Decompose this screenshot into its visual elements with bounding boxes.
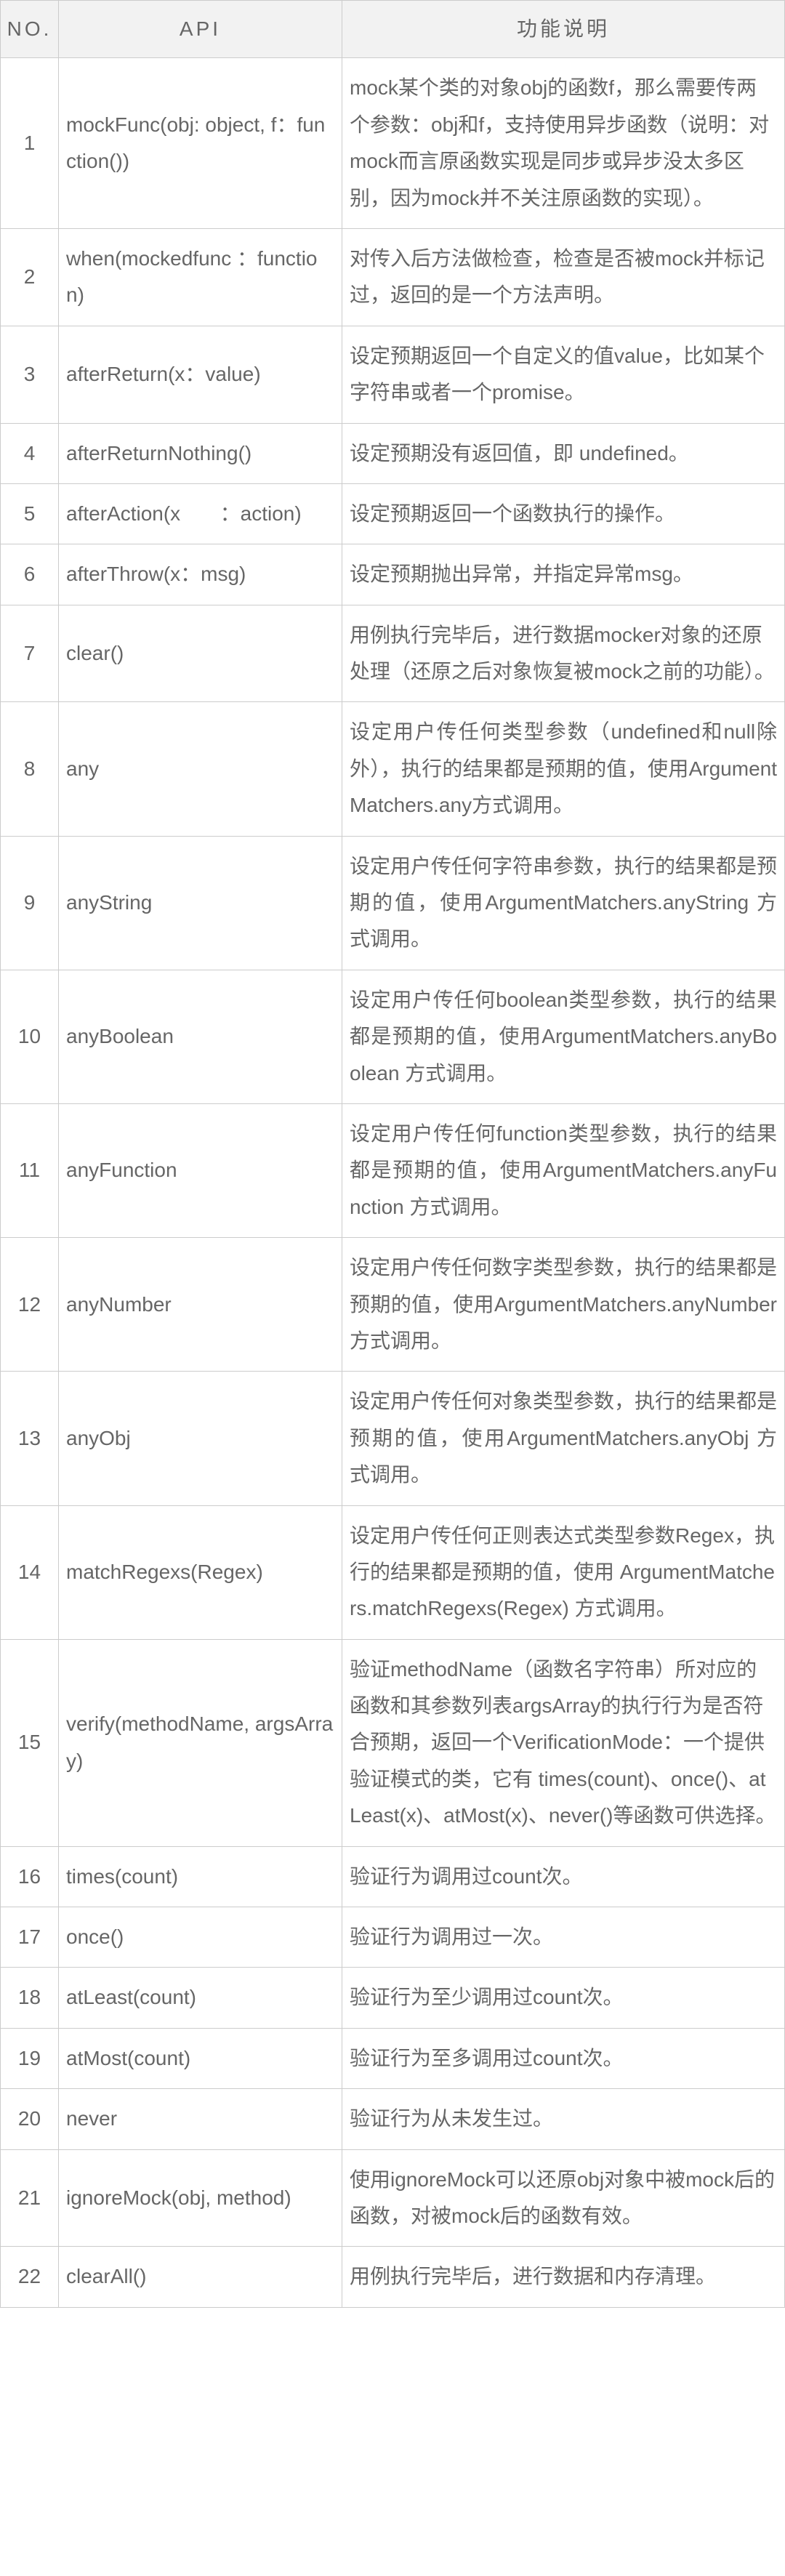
- cell-desc: 验证行为调用过一次。: [342, 1907, 785, 1968]
- cell-no: 18: [1, 1968, 59, 2028]
- cell-api: once(): [59, 1907, 342, 1968]
- table-row: 4afterReturnNothing()设定预期没有返回值，即 undefin…: [1, 423, 785, 483]
- cell-no: 3: [1, 326, 59, 423]
- api-table: NO. API 功能说明 1mockFunc(obj: object, f：fu…: [0, 0, 785, 2308]
- cell-no: 11: [1, 1103, 59, 1237]
- cell-api: afterReturnNothing(): [59, 423, 342, 483]
- table-row: 3afterReturn(x：value)设定预期返回一个自定义的值value，…: [1, 326, 785, 423]
- table-row: 20never验证行为从未发生过。: [1, 2089, 785, 2149]
- col-header-desc: 功能说明: [342, 1, 785, 58]
- cell-desc: 设定预期返回一个自定义的值value，比如某个字符串或者一个promise。: [342, 326, 785, 423]
- cell-no: 8: [1, 702, 59, 836]
- cell-api: times(count): [59, 1846, 342, 1907]
- cell-api: anyBoolean: [59, 970, 342, 1103]
- cell-desc: 用例执行完毕后，进行数据和内存清理。: [342, 2247, 785, 2307]
- cell-api: anyString: [59, 836, 342, 970]
- table-row: 21ignoreMock(obj, method)使用ignoreMock可以还…: [1, 2149, 785, 2247]
- cell-desc: 设定预期没有返回值，即 undefined。: [342, 423, 785, 483]
- table-row: 12anyNumber设定用户传任何数字类型参数，执行的结果都是预期的值，使用A…: [1, 1238, 785, 1372]
- cell-api: when(mockedfunc ：function): [59, 228, 342, 326]
- cell-desc: 验证行为从未发生过。: [342, 2089, 785, 2149]
- cell-no: 1: [1, 58, 59, 229]
- cell-desc: 设定用户传任何正则表达式类型参数Regex，执行的结果都是预期的值，使用 Arg…: [342, 1505, 785, 1639]
- table-row: 15verify(methodName, argsArray)验证methodN…: [1, 1639, 785, 1846]
- cell-api: afterReturn(x：value): [59, 326, 342, 423]
- table-row: 1mockFunc(obj: object, f：function())mock…: [1, 58, 785, 229]
- cell-desc: 设定用户传任何字符串参数，执行的结果都是预期的值，使用ArgumentMatch…: [342, 836, 785, 970]
- table-row: 6afterThrow(x：msg)设定预期抛出异常，并指定异常msg。: [1, 544, 785, 605]
- cell-no: 7: [1, 605, 59, 702]
- cell-desc: 验证行为至多调用过count次。: [342, 2028, 785, 2088]
- cell-desc: 验证methodName（函数名字符串）所对应的函数和其参数列表argsArra…: [342, 1639, 785, 1846]
- cell-api: anyObj: [59, 1372, 342, 1505]
- cell-no: 10: [1, 970, 59, 1103]
- cell-no: 17: [1, 1907, 59, 1968]
- cell-no: 14: [1, 1505, 59, 1639]
- cell-api: clearAll(): [59, 2247, 342, 2307]
- table-row: 2when(mockedfunc ：function)对传入后方法做检查，检查是…: [1, 228, 785, 326]
- cell-no: 19: [1, 2028, 59, 2088]
- cell-no: 21: [1, 2149, 59, 2247]
- table-row: 14matchRegexs(Regex)设定用户传任何正则表达式类型参数Rege…: [1, 1505, 785, 1639]
- cell-desc: 设定用户传任何function类型参数，执行的结果都是预期的值，使用Argume…: [342, 1103, 785, 1237]
- cell-desc: 设定用户传任何数字类型参数，执行的结果都是预期的值，使用ArgumentMatc…: [342, 1238, 785, 1372]
- col-header-no: NO.: [1, 1, 59, 58]
- table-row: 7clear()用例执行完毕后，进行数据mocker对象的还原处理（还原之后对象…: [1, 605, 785, 702]
- cell-api: verify(methodName, argsArray): [59, 1639, 342, 1846]
- table-row: 18atLeast(count)验证行为至少调用过count次。: [1, 1968, 785, 2028]
- cell-api: matchRegexs(Regex): [59, 1505, 342, 1639]
- cell-no: 20: [1, 2089, 59, 2149]
- cell-api: any: [59, 702, 342, 836]
- table-row: 19atMost(count)验证行为至多调用过count次。: [1, 2028, 785, 2088]
- cell-no: 2: [1, 228, 59, 326]
- cell-desc: 设定预期返回一个函数执行的操作。: [342, 483, 785, 544]
- cell-desc: 对传入后方法做检查，检查是否被mock并标记过，返回的是一个方法声明。: [342, 228, 785, 326]
- cell-no: 5: [1, 483, 59, 544]
- table-row: 10anyBoolean设定用户传任何boolean类型参数，执行的结果都是预期…: [1, 970, 785, 1103]
- cell-no: 16: [1, 1846, 59, 1907]
- table-row: 13anyObj设定用户传任何对象类型参数，执行的结果都是预期的值，使用Argu…: [1, 1372, 785, 1505]
- cell-desc: 设定预期抛出异常，并指定异常msg。: [342, 544, 785, 605]
- table-header: NO. API 功能说明: [1, 1, 785, 58]
- table-row: 22clearAll()用例执行完毕后，进行数据和内存清理。: [1, 2247, 785, 2307]
- col-header-api: API: [59, 1, 342, 58]
- cell-api: afterAction(x ：action): [59, 483, 342, 544]
- cell-api: anyNumber: [59, 1238, 342, 1372]
- table-row: 8any设定用户传任何类型参数（undefined和null除外），执行的结果都…: [1, 702, 785, 836]
- cell-api: mockFunc(obj: object, f：function()): [59, 58, 342, 229]
- cell-api: afterThrow(x：msg): [59, 544, 342, 605]
- cell-no: 15: [1, 1639, 59, 1846]
- cell-no: 12: [1, 1238, 59, 1372]
- table-row: 9anyString设定用户传任何字符串参数，执行的结果都是预期的值，使用Arg…: [1, 836, 785, 970]
- table-body: 1mockFunc(obj: object, f：function())mock…: [1, 58, 785, 2307]
- cell-desc: 设定用户传任何类型参数（undefined和null除外），执行的结果都是预期的…: [342, 702, 785, 836]
- cell-api: ignoreMock(obj, method): [59, 2149, 342, 2247]
- cell-no: 9: [1, 836, 59, 970]
- cell-api: never: [59, 2089, 342, 2149]
- cell-api: atMost(count): [59, 2028, 342, 2088]
- cell-desc: mock某个类的对象obj的函数f，那么需要传两个参数：obj和f，支持使用异步…: [342, 58, 785, 229]
- cell-api: clear(): [59, 605, 342, 702]
- cell-desc: 设定用户传任何对象类型参数，执行的结果都是预期的值，使用ArgumentMatc…: [342, 1372, 785, 1505]
- cell-desc: 验证行为调用过count次。: [342, 1846, 785, 1907]
- cell-desc: 验证行为至少调用过count次。: [342, 1968, 785, 2028]
- cell-desc: 设定用户传任何boolean类型参数，执行的结果都是预期的值，使用Argumen…: [342, 970, 785, 1103]
- cell-no: 4: [1, 423, 59, 483]
- cell-api: anyFunction: [59, 1103, 342, 1237]
- cell-no: 22: [1, 2247, 59, 2307]
- cell-no: 6: [1, 544, 59, 605]
- table-row: 17once()验证行为调用过一次。: [1, 1907, 785, 1968]
- cell-api: atLeast(count): [59, 1968, 342, 2028]
- cell-desc: 使用ignoreMock可以还原obj对象中被mock后的函数，对被mock后的…: [342, 2149, 785, 2247]
- cell-no: 13: [1, 1372, 59, 1505]
- cell-desc: 用例执行完毕后，进行数据mocker对象的还原处理（还原之后对象恢复被mock之…: [342, 605, 785, 702]
- table-row: 5afterAction(x ：action)设定预期返回一个函数执行的操作。: [1, 483, 785, 544]
- table-row: 16times(count)验证行为调用过count次。: [1, 1846, 785, 1907]
- table-row: 11anyFunction设定用户传任何function类型参数，执行的结果都是…: [1, 1103, 785, 1237]
